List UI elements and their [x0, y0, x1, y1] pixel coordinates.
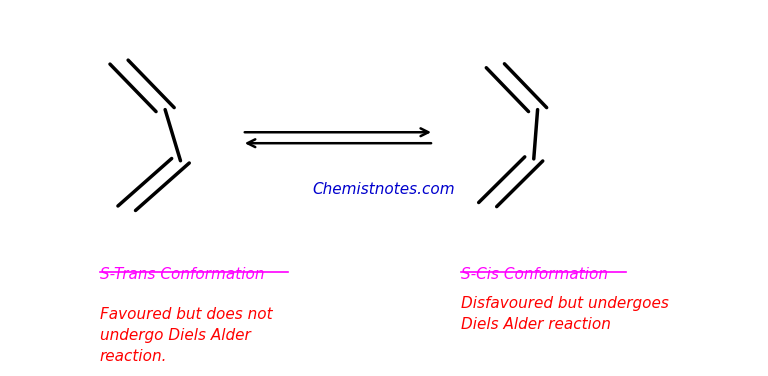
Text: S-Cis Conformation: S-Cis Conformation	[461, 267, 607, 282]
Text: Favoured but does not
undergo Diels Alder
reaction.: Favoured but does not undergo Diels Alde…	[100, 307, 273, 364]
Text: Disfavoured but undergoes
Diels Alder reaction: Disfavoured but undergoes Diels Alder re…	[461, 296, 669, 332]
Text: Chemistnotes.com: Chemistnotes.com	[313, 182, 455, 197]
Text: S-Trans Conformation: S-Trans Conformation	[100, 267, 264, 282]
